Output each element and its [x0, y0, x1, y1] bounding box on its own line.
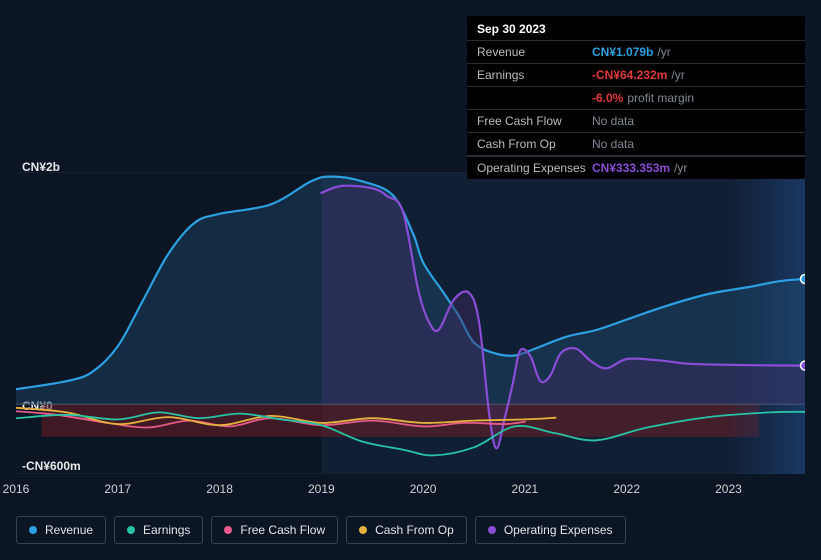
legend-item-cash_from_op[interactable]: Cash From Op: [346, 516, 467, 544]
tooltip-row-value: CN¥333.353m/yr: [592, 161, 687, 175]
tooltip-subrow: -6.0%profit margin: [467, 87, 805, 110]
tooltip-row-value: -CN¥64.232m/yr: [592, 68, 685, 82]
legend-dot-icon: [488, 526, 496, 534]
legend-dot-icon: [127, 526, 135, 534]
x-axis: 2016 2017 2018 2019 2020 2021 2022 2023: [16, 482, 805, 500]
x-tick-label: 2023: [715, 482, 742, 496]
legend-item-label: Operating Expenses: [504, 523, 613, 537]
tooltip-row-label: Operating Expenses: [477, 161, 592, 175]
x-tick-label: 2021: [512, 482, 539, 496]
x-tick-label: 2018: [206, 482, 233, 496]
tooltip-row: Cash From OpNo data: [467, 133, 805, 156]
x-tick-label: 2020: [410, 482, 437, 496]
tooltip-row-label: Free Cash Flow: [477, 114, 592, 128]
tooltip-row-value: CN¥1.079b/yr: [592, 45, 671, 59]
legend-item-earnings[interactable]: Earnings: [114, 516, 203, 544]
chart-plot-area[interactable]: [16, 172, 805, 474]
tooltip-row: Free Cash FlowNo data: [467, 110, 805, 133]
tooltip-row-label: Earnings: [477, 68, 592, 82]
chart-legend: Revenue Earnings Free Cash Flow Cash From O…: [16, 516, 626, 544]
tooltip-date: Sep 30 2023: [467, 16, 805, 41]
legend-item-label: Revenue: [45, 523, 93, 537]
legend-item-revenue[interactable]: Revenue: [16, 516, 106, 544]
tooltip-row: Operating ExpensesCN¥333.353m/yr: [467, 156, 805, 179]
legend-dot-icon: [359, 526, 367, 534]
tooltip-row: Earnings-CN¥64.232m/yr: [467, 64, 805, 87]
legend-item-label: Cash From Op: [375, 523, 454, 537]
tooltip-row-value: No data: [592, 137, 634, 151]
tooltip-row-label: Cash From Op: [477, 137, 592, 151]
x-tick-label: 2017: [104, 482, 131, 496]
tooltip-row-label: Revenue: [477, 45, 592, 59]
legend-dot-icon: [224, 526, 232, 534]
x-tick-label: 2022: [613, 482, 640, 496]
legend-item-free_cash_flow[interactable]: Free Cash Flow: [211, 516, 338, 544]
x-tick-label: 2019: [308, 482, 335, 496]
tooltip-row: RevenueCN¥1.079b/yr: [467, 41, 805, 64]
legend-item-label: Earnings: [143, 523, 190, 537]
legend-item-operating_expenses[interactable]: Operating Expenses: [475, 516, 626, 544]
chart-svg: [16, 172, 805, 474]
chart-tooltip: Sep 30 2023 RevenueCN¥1.079b/yrEarnings-…: [467, 16, 805, 179]
tooltip-row-value: No data: [592, 114, 634, 128]
legend-item-label: Free Cash Flow: [240, 523, 325, 537]
x-tick-label: 2016: [3, 482, 30, 496]
legend-dot-icon: [29, 526, 37, 534]
